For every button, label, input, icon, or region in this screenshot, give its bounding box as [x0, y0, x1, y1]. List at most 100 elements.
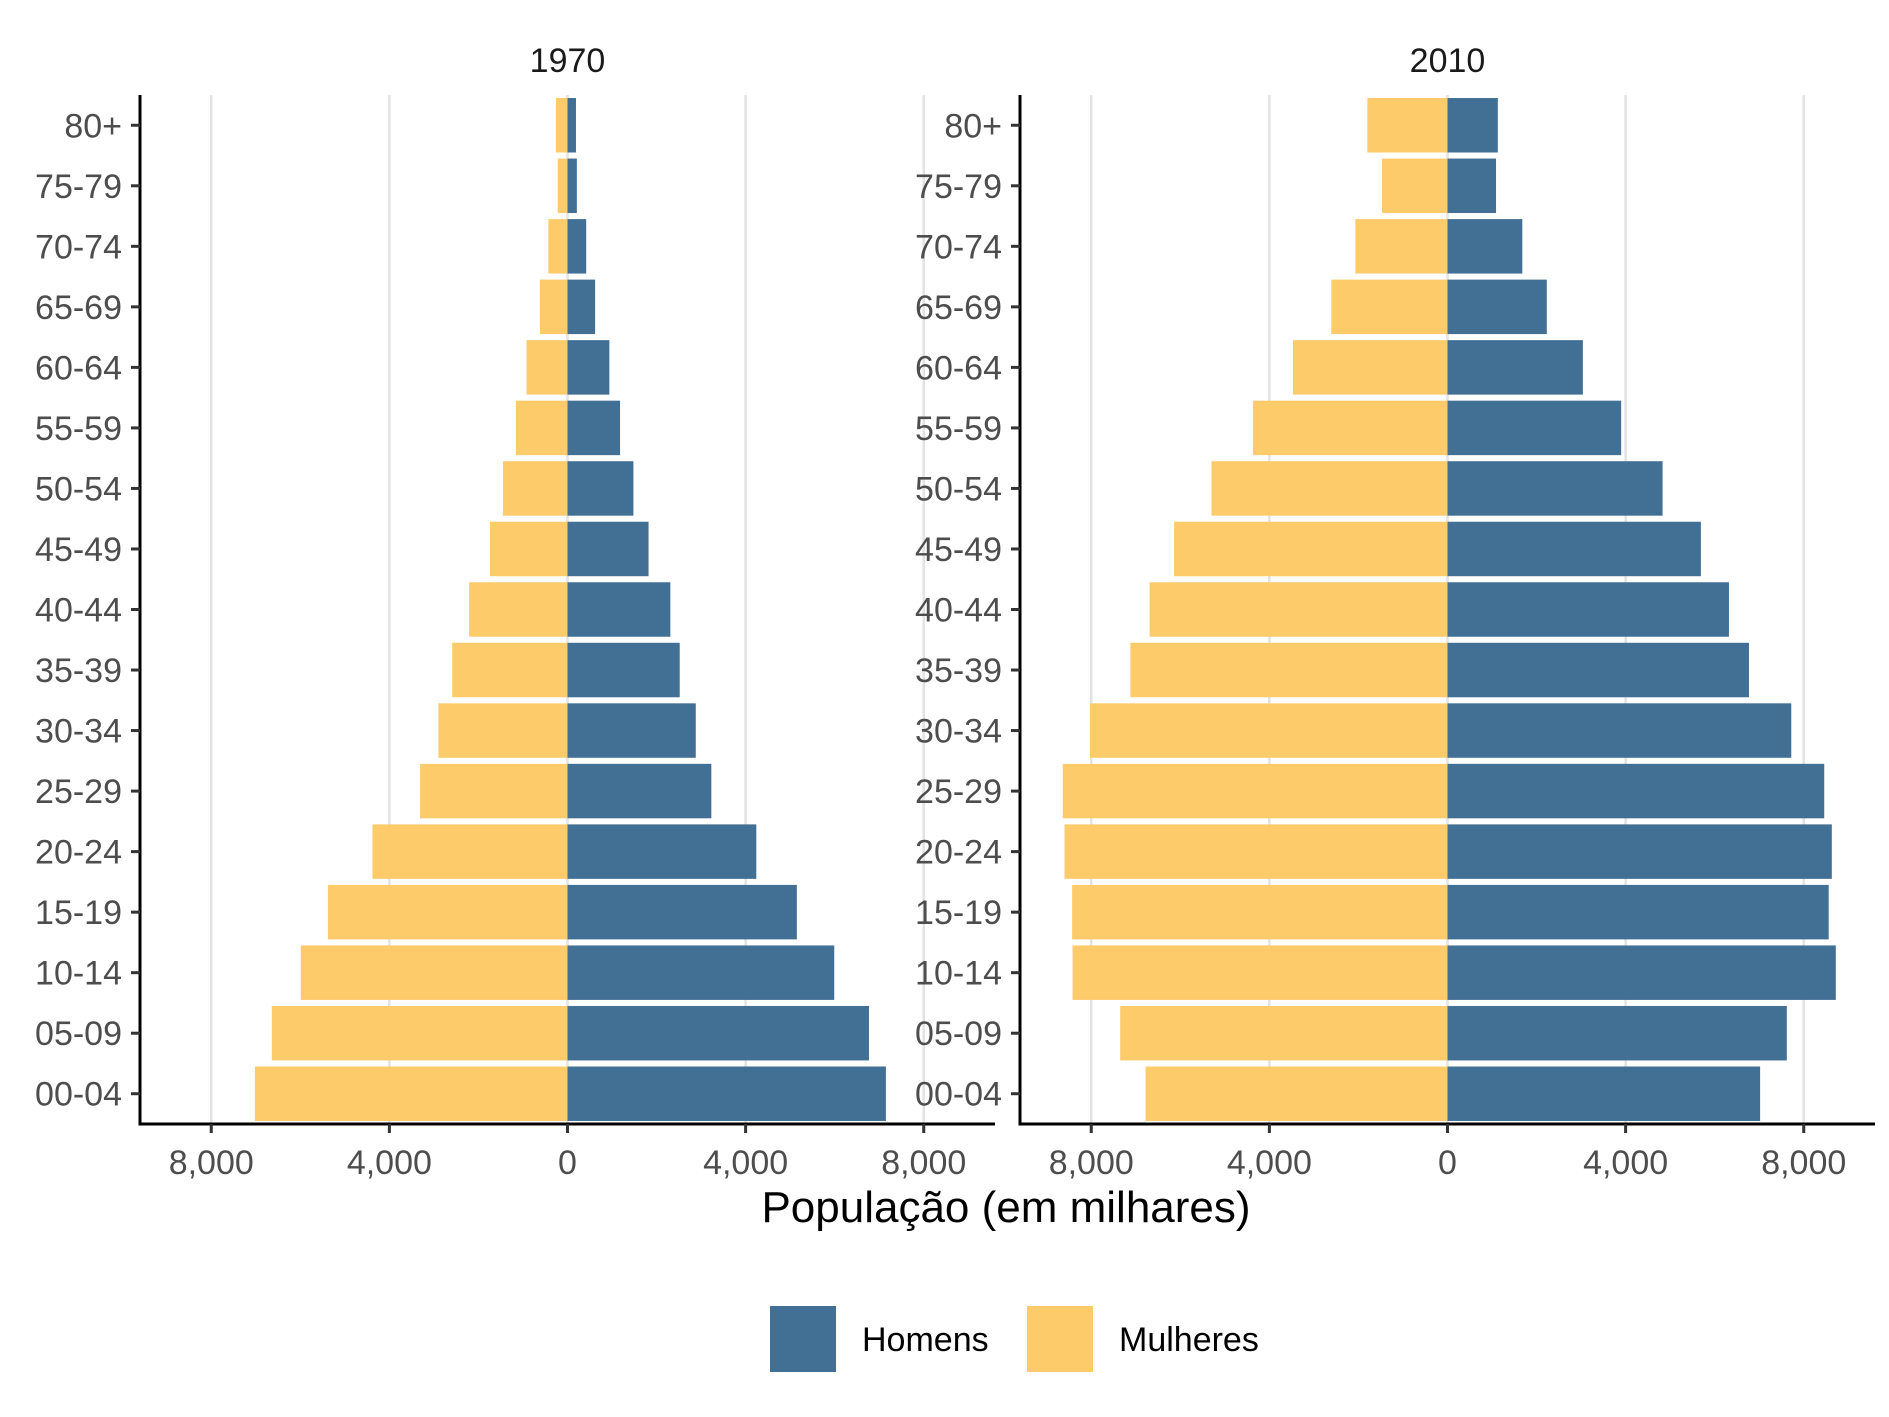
y-tick-label: 60-64	[35, 349, 122, 387]
bar-mulheres-60-64	[1292, 340, 1448, 395]
bar-mulheres-45-49	[1174, 521, 1448, 577]
panel-title: 2010	[1410, 42, 1486, 80]
bar-homens-70-74	[1447, 219, 1523, 274]
legend: Homens Mulheres	[770, 1306, 1259, 1372]
bar-mulheres-15-19	[327, 884, 568, 940]
bar-mulheres-30-34	[1089, 703, 1448, 758]
y-tick-label: 80+	[64, 107, 122, 145]
bar-mulheres-70-74	[1355, 219, 1448, 274]
x-tick-label: 4,000	[1227, 1144, 1312, 1182]
y-tick-label: 10-14	[35, 955, 122, 993]
bar-homens-00-04	[567, 1066, 886, 1121]
bar-homens-75-79	[567, 158, 577, 214]
bar-mulheres-50-54	[502, 461, 568, 516]
bar-homens-60-64	[567, 340, 610, 395]
bar-homens-55-59	[567, 400, 621, 456]
y-tick-label: 70-74	[915, 228, 1002, 266]
bar-homens-25-29	[567, 763, 712, 819]
y-tick-label: 30-34	[915, 713, 1002, 751]
bar-homens-15-19	[567, 884, 797, 940]
bar-homens-80+	[1447, 98, 1498, 153]
x-tick-label: 4,000	[703, 1144, 788, 1182]
y-tick-label: 15-19	[35, 894, 122, 932]
bar-homens-05-09	[1447, 1005, 1787, 1061]
bar-homens-30-34	[567, 703, 696, 758]
bar-mulheres-55-59	[515, 400, 568, 456]
y-tick-label: 45-49	[35, 531, 122, 569]
bar-homens-05-09	[567, 1005, 869, 1061]
bar-homens-55-59	[1447, 400, 1622, 456]
y-tick-label: 55-59	[35, 410, 122, 448]
bar-mulheres-60-64	[526, 340, 568, 395]
legend-label-homens: Homens	[862, 1321, 989, 1359]
bar-mulheres-00-04	[1145, 1066, 1448, 1121]
y-tick-label: 20-24	[35, 834, 122, 872]
y-tick-label: 35-39	[915, 652, 1002, 690]
bar-homens-50-54	[1447, 461, 1663, 516]
x-tick-label: 8,000	[169, 1144, 254, 1182]
bar-homens-40-44	[567, 582, 671, 637]
bar-mulheres-75-79	[1382, 158, 1448, 214]
bar-mulheres-30-34	[438, 703, 568, 758]
y-tick-label: 65-69	[35, 289, 122, 327]
bar-mulheres-35-39	[1130, 642, 1448, 698]
bar-mulheres-40-44	[469, 582, 568, 637]
y-tick-label: 05-09	[915, 1015, 1002, 1053]
bar-mulheres-75-79	[557, 158, 568, 214]
bar-mulheres-10-14	[1072, 945, 1448, 1000]
bar-mulheres-15-19	[1072, 884, 1448, 940]
bar-homens-65-69	[1447, 279, 1547, 335]
x-tick-label: 8,000	[881, 1144, 966, 1182]
bar-mulheres-45-49	[490, 521, 568, 577]
y-tick-label: 20-24	[915, 834, 1002, 872]
bar-homens-75-79	[1447, 158, 1497, 214]
y-tick-label: 00-04	[915, 1076, 1002, 1114]
bar-homens-80+	[567, 98, 576, 153]
bar-homens-70-74	[567, 219, 587, 274]
bar-mulheres-05-09	[271, 1005, 568, 1061]
bar-homens-20-24	[1447, 824, 1832, 879]
legend-swatch-mulheres	[1027, 1306, 1093, 1372]
bar-homens-25-29	[1447, 763, 1825, 819]
y-tick-label: 50-54	[35, 470, 122, 508]
y-tick-label: 75-79	[35, 168, 122, 206]
bar-homens-45-49	[567, 521, 649, 577]
bar-mulheres-55-59	[1252, 400, 1448, 456]
y-tick-label: 00-04	[35, 1076, 122, 1114]
y-tick-label: 40-44	[35, 592, 122, 630]
bar-mulheres-20-24	[1064, 824, 1448, 879]
bar-mulheres-05-09	[1120, 1005, 1448, 1061]
bar-mulheres-35-39	[452, 642, 568, 698]
bar-homens-00-04	[1447, 1066, 1761, 1121]
y-tick-label: 10-14	[915, 955, 1002, 993]
bar-mulheres-40-44	[1149, 582, 1448, 637]
bar-mulheres-80+	[555, 98, 568, 153]
y-tick-label: 60-64	[915, 349, 1002, 387]
y-tick-label: 30-34	[35, 713, 122, 751]
y-tick-label: 25-29	[35, 773, 122, 811]
bar-mulheres-25-29	[420, 763, 568, 819]
bar-mulheres-50-54	[1211, 461, 1448, 516]
bar-homens-45-49	[1447, 521, 1701, 577]
bar-homens-50-54	[567, 461, 634, 516]
bar-homens-35-39	[1447, 642, 1749, 698]
x-tick-label: 4,000	[347, 1144, 432, 1182]
legend-label-mulheres: Mulheres	[1119, 1321, 1259, 1359]
y-tick-label: 05-09	[35, 1015, 122, 1053]
bar-mulheres-20-24	[372, 824, 568, 879]
y-tick-label: 70-74	[35, 228, 122, 266]
bar-homens-10-14	[567, 945, 835, 1000]
y-tick-label: 40-44	[915, 592, 1002, 630]
bar-mulheres-80+	[1367, 98, 1448, 153]
y-tick-label: 65-69	[915, 289, 1002, 327]
y-tick-label: 50-54	[915, 470, 1002, 508]
bar-mulheres-25-29	[1062, 763, 1448, 819]
y-tick-label: 75-79	[915, 168, 1002, 206]
y-tick-label: 15-19	[915, 894, 1002, 932]
x-tick-label: 0	[558, 1144, 577, 1182]
bar-homens-65-69	[567, 279, 596, 335]
bar-homens-30-34	[1447, 703, 1792, 758]
x-tick-label: 8,000	[1049, 1144, 1134, 1182]
bar-mulheres-00-04	[254, 1066, 568, 1121]
